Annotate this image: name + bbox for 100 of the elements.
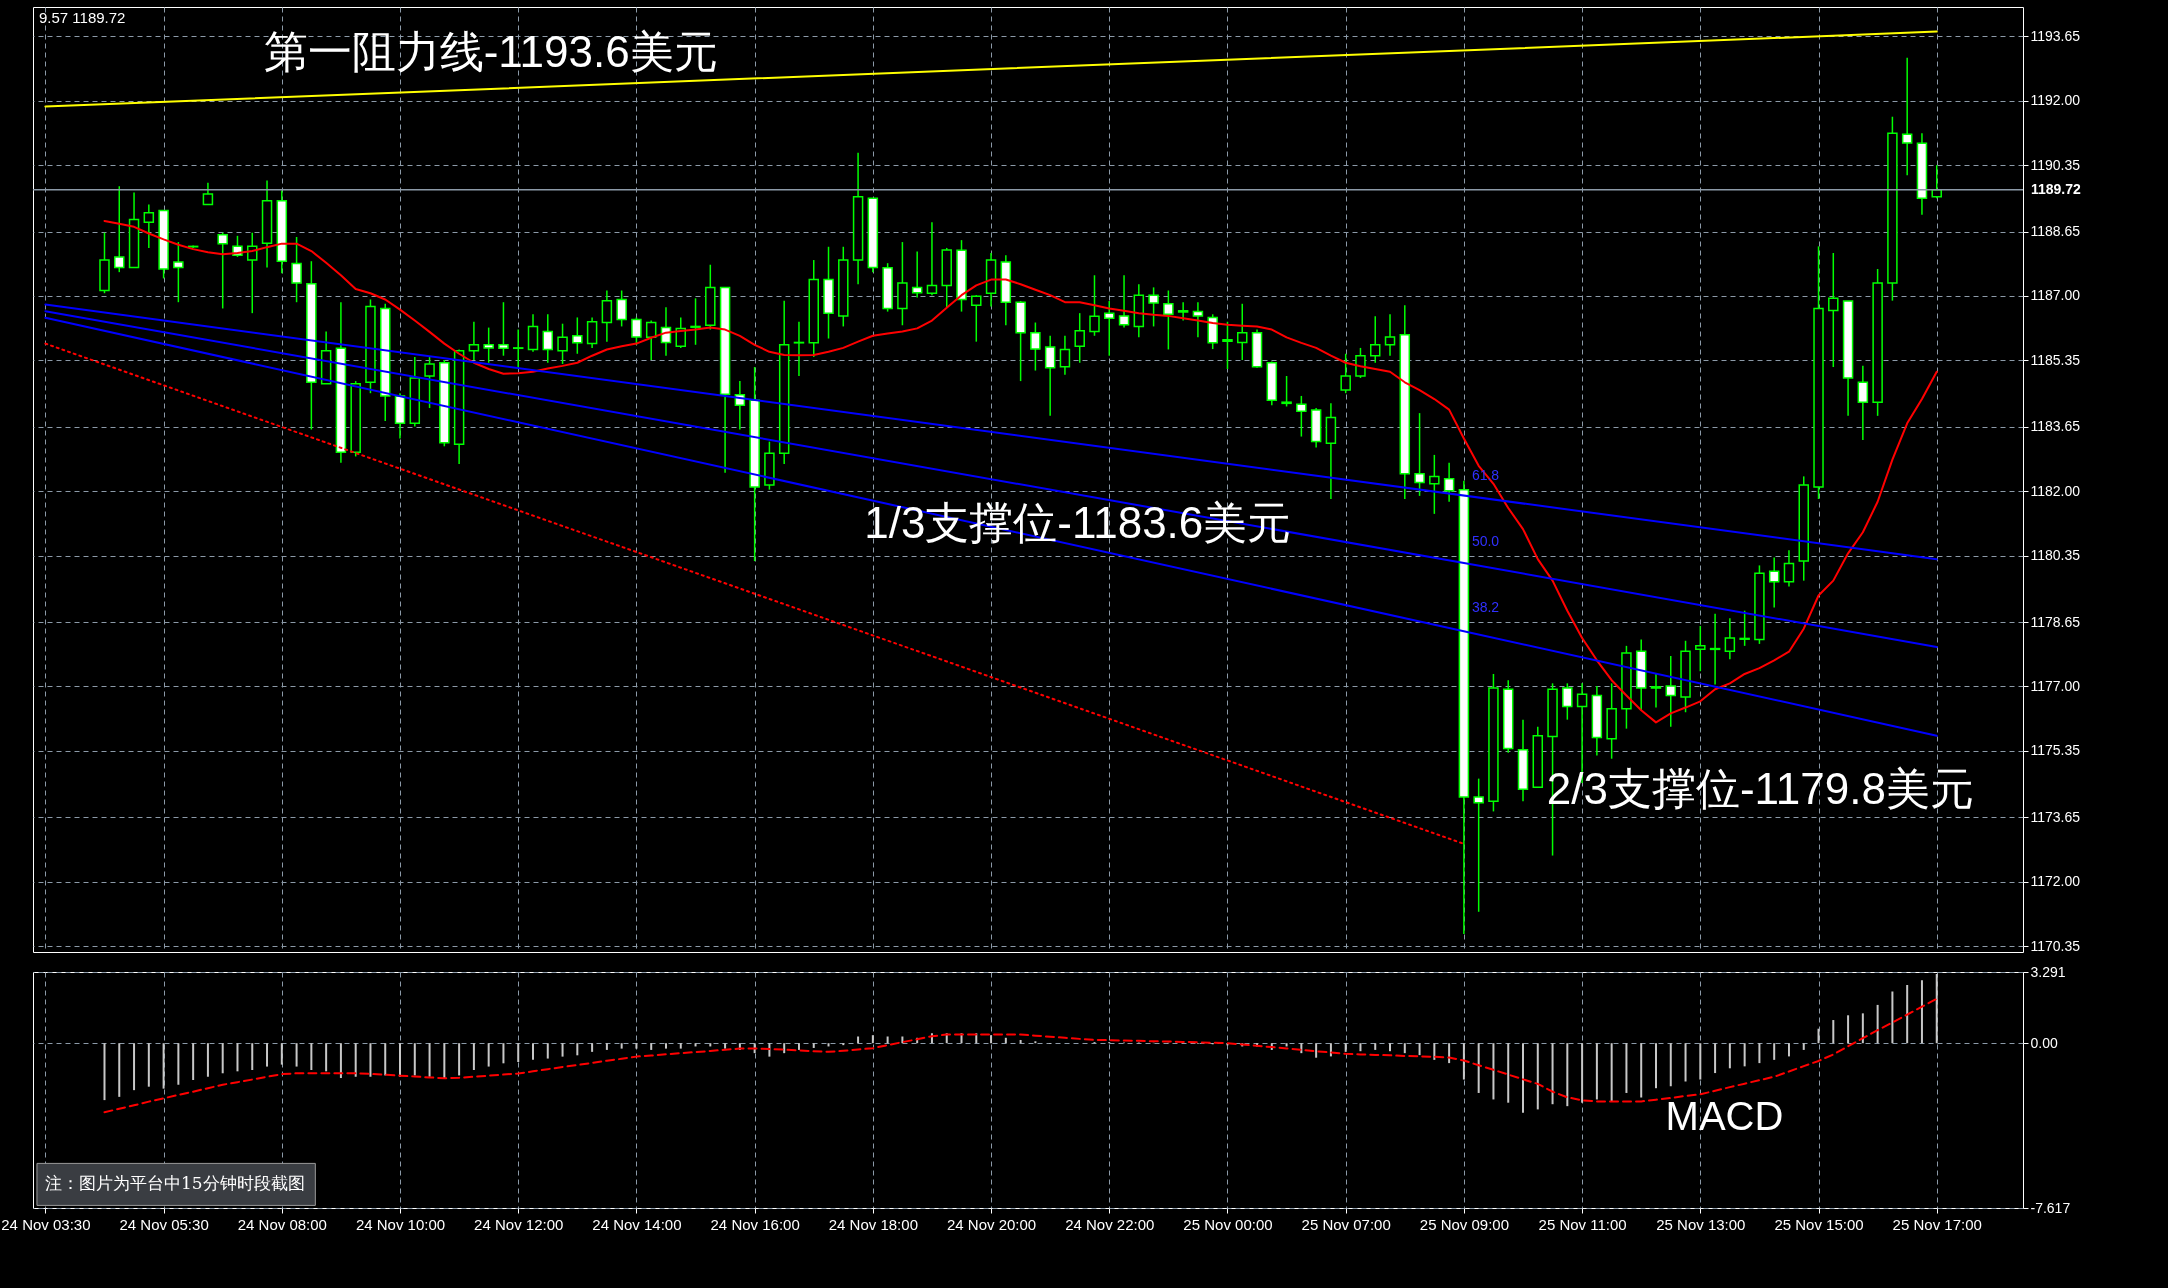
bar	[1374, 1043, 1377, 1050]
bar	[399, 1043, 402, 1077]
candlestick	[616, 289, 627, 328]
bar	[413, 1043, 416, 1076]
candlestick	[1384, 313, 1396, 357]
bar	[591, 1043, 594, 1052]
y-tick-label: 1188.65	[2030, 223, 2081, 240]
candlestick	[217, 231, 228, 310]
y-tick-label: 1175.35	[2030, 742, 2081, 759]
bar	[1625, 1043, 1628, 1093]
bar	[280, 1043, 283, 1065]
candlestick	[1296, 395, 1307, 438]
bar	[206, 1043, 209, 1077]
y-tick-label: 1172.00	[2030, 873, 2081, 890]
bar	[1669, 1043, 1672, 1087]
y-tick-label: 1173.65	[2030, 808, 2081, 825]
candlestick	[1030, 321, 1041, 372]
candlestick	[173, 241, 184, 303]
bar	[147, 1043, 150, 1087]
x-tick-label: 25 Nov 00:00	[1183, 1215, 1273, 1233]
bar	[1832, 1020, 1835, 1044]
bar	[1714, 1043, 1717, 1074]
candlestick	[1281, 375, 1292, 408]
candlestick	[971, 294, 982, 343]
bar	[1802, 1043, 1805, 1050]
bar	[605, 1043, 608, 1050]
y-tick-label: 1178.65	[2030, 613, 2081, 630]
bar	[1536, 1043, 1539, 1110]
annotation: 50.0	[1471, 532, 1500, 549]
x-tick-label: 25 Nov 11:00	[1538, 1215, 1627, 1233]
candlestick	[1665, 655, 1677, 728]
bar	[679, 1043, 682, 1049]
bar	[1300, 1043, 1303, 1054]
bar	[133, 1043, 136, 1091]
bar	[295, 1043, 298, 1067]
bar	[354, 1043, 357, 1077]
bar	[650, 1043, 653, 1050]
x-tick-label: 24 Nov 18:00	[828, 1215, 918, 1233]
candlestick	[1118, 274, 1130, 329]
bar	[310, 1043, 313, 1071]
bar	[192, 1043, 195, 1080]
bar	[1418, 1043, 1421, 1056]
bar	[1817, 1028, 1820, 1044]
bar	[103, 1043, 106, 1101]
bar	[428, 1043, 431, 1077]
bar	[1610, 1043, 1613, 1102]
bar	[1743, 1043, 1746, 1067]
bar	[990, 1035, 993, 1044]
candlestick	[1768, 556, 1780, 609]
candlestick	[527, 313, 539, 353]
x-tick-label: 25 Nov 07:00	[1301, 1215, 1391, 1233]
bar	[1315, 1043, 1318, 1058]
candlestick	[1901, 57, 1913, 177]
bar	[1551, 1043, 1554, 1105]
bar	[1477, 1043, 1480, 1093]
bar	[1684, 1043, 1687, 1082]
candlestick	[793, 320, 805, 377]
candlestick	[542, 313, 554, 364]
ref-line-label: 1189.72	[2031, 180, 2082, 197]
bar	[1773, 1043, 1776, 1060]
candlestick	[911, 250, 923, 299]
bar	[886, 1036, 889, 1044]
y-tick-label: 0.00	[2030, 1034, 2058, 1051]
candlestick	[1163, 289, 1174, 351]
bar	[901, 1036, 904, 1044]
bar	[576, 1043, 579, 1056]
candlestick	[1709, 613, 1721, 686]
bar	[339, 1043, 342, 1079]
candlestick	[1104, 300, 1115, 357]
candlestick	[291, 236, 302, 303]
bar	[1019, 1039, 1022, 1044]
bar	[1462, 1043, 1465, 1080]
candlestick	[586, 316, 598, 349]
y-tick-label: 1187.00	[2030, 287, 2081, 304]
bar	[1847, 1015, 1850, 1044]
candlestick	[1828, 252, 1839, 368]
bar	[177, 1043, 180, 1085]
bar	[1581, 1043, 1584, 1103]
x-tick-label: 24 Nov 08:00	[237, 1215, 327, 1233]
bar	[546, 1043, 549, 1059]
candlestick	[1355, 347, 1366, 379]
y-tick-label: 1182.00	[2030, 482, 2081, 499]
candlestick	[114, 185, 125, 273]
bar	[1728, 1043, 1731, 1069]
bar	[118, 1043, 121, 1097]
bar	[1344, 1043, 1347, 1052]
bar	[857, 1036, 860, 1044]
bar	[1285, 1043, 1288, 1047]
candlestick	[557, 322, 568, 365]
x-tick-label: 24 Nov 20:00	[946, 1215, 1037, 1233]
candlestick	[1739, 609, 1750, 647]
candlestick	[572, 316, 583, 355]
bar	[871, 1035, 874, 1044]
bar	[251, 1043, 254, 1071]
bar	[812, 1043, 815, 1048]
x-tick-label: 24 Nov 22:00	[1065, 1215, 1155, 1233]
annotation: 第一阻力线-1193.6美元	[263, 27, 718, 77]
candlestick	[483, 326, 494, 364]
bar	[1433, 1043, 1436, 1060]
x-tick-label: 24 Nov 03:30	[1, 1215, 91, 1233]
